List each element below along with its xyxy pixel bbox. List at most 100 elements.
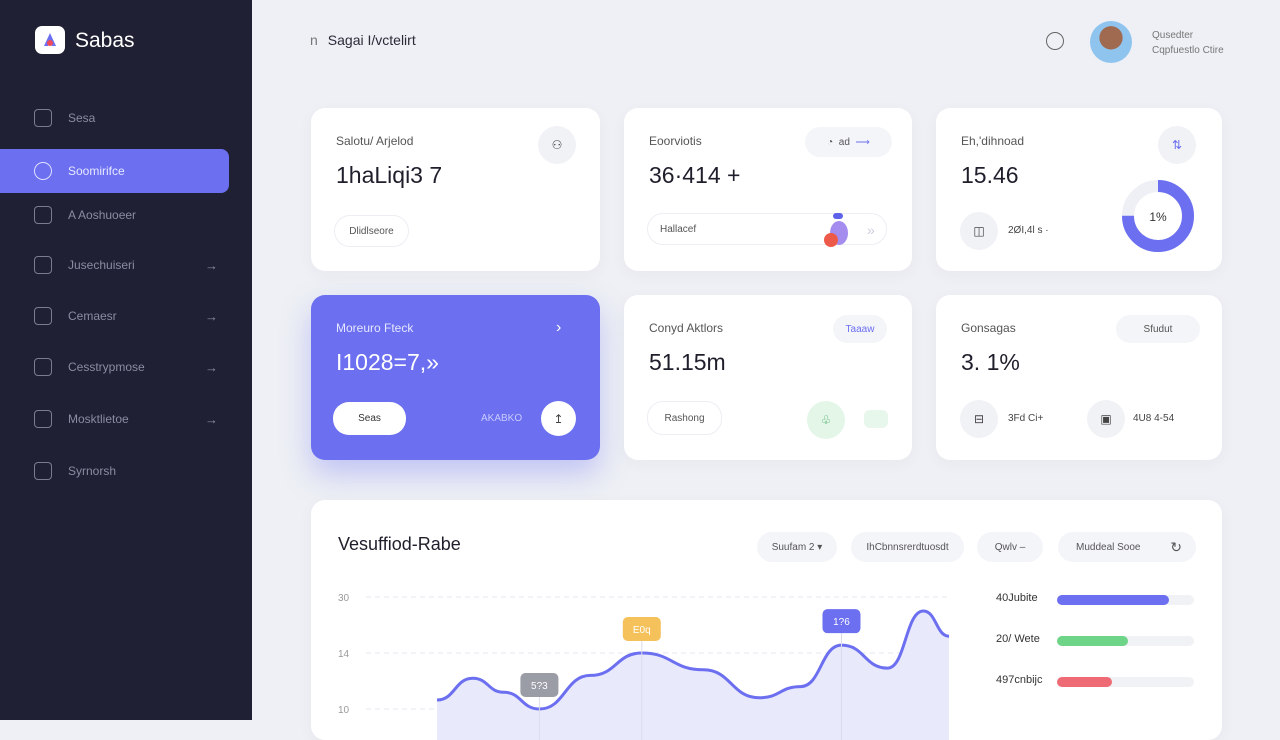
filter-3[interactable]: Qwlv – [977,532,1043,562]
stat-card-3: Eh,'dihnoad 15.46 ⇅ ◫ 2ØI,4l s · 1% [936,108,1222,271]
card-link[interactable]: AKABKO [481,413,523,424]
donut-arc [1122,180,1194,252]
notification-icon[interactable] [1046,32,1064,50]
input-value: Hallacef [660,223,697,235]
settings-icon [34,162,52,180]
arrow-right-icon: → [205,359,218,375]
refresh-icon: ↻ [1170,538,1182,555]
sidebar-item-label: Cesstrypmose [68,360,145,374]
card-title: Moreuro Fteck [336,321,414,335]
breadcrumb: n Sagai I/vctelirt [310,32,416,48]
folder-icon [34,206,52,224]
app-name: Sabas [75,29,135,52]
sidebar-item-7[interactable]: Mosktlietoe → [0,397,229,441]
illustration-icon [824,213,852,249]
chart-panel: Vesuffiod-Rabe Suufam 2 ▾ IhCbnnsrerdtuo… [311,500,1222,740]
card-button[interactable]: Rashong [647,401,722,435]
filter-4-label: Muddeal Sooe [1076,541,1141,553]
y-tick-label: 14 [338,649,350,660]
device-icon: ◫ [960,212,998,250]
user-role: Cqpfuestlo Ctire [1152,45,1224,56]
card-title: Salotu/ Arjelod [336,134,414,148]
stat-card-1: Salotu/ Arjelod 1haLiqi3 7 ⚇ Dlidlseore [311,108,600,271]
sidebar-item-1[interactable]: Sesa [0,96,229,140]
filter-2[interactable]: IhCbnnsrerdtuosdt [851,532,964,562]
card-title: Gonsagas [961,321,1016,335]
period-pill[interactable]: ◔ ad ⟶ [805,127,892,157]
series-area [437,611,949,740]
leaf-icon: ♧ [807,401,845,439]
legend-label: 497cnbijc [996,674,1043,686]
legend-label: 20/ Wete [996,633,1040,645]
legend-bar-fill [1057,636,1129,646]
app-logo[interactable] [35,26,65,54]
card-button[interactable]: Dlidlseore [334,215,409,247]
legend-label: 40Jubite [996,592,1038,604]
user-icon [34,307,52,325]
filter-4[interactable]: Muddeal Sooe ↻ [1058,532,1196,562]
legend-bar-fill [1057,677,1112,687]
arrow-icon: ⟶ [849,136,870,148]
bus-icon: ⊟ [960,400,998,438]
document-icon [34,410,52,428]
sidebar-item-label: Jusechuiseri [68,258,135,272]
upload-icon[interactable]: ↥ [541,401,576,436]
filter-icon[interactable]: ⇅ [1158,126,1196,164]
arrow-right-icon: → [205,308,218,324]
sidebar-item-6[interactable]: Cesstrypmose → [0,345,229,389]
filter-1[interactable]: Suufam 2 ▾ [757,532,837,562]
legend-bar-fill [1057,595,1170,605]
sidebar-item-label: Cemaesr [68,309,117,323]
stat-card-6: Gonsagas 3. 1% Sfudut ⊟ 3Fd Ci+ ▣ 4U8 4-… [936,295,1222,460]
annotation-badge [822,609,861,634]
sidebar-item-label: Mosktlietoe [68,412,129,426]
card-value: 15.46 [961,162,1019,188]
tag-icon [864,410,888,428]
card-button[interactable]: Seas [333,402,406,435]
chevron-right-icon[interactable]: › [556,319,562,336]
series-line [436,609,950,711]
badge-icon[interactable]: ⚇ [538,126,576,164]
card-title: Conyd Aktlors [649,321,724,335]
stat-1: 3Fd Ci+ [1008,413,1044,424]
sidebar-item-label: Syrnorsh [68,464,117,478]
donut-chart: 1% [1122,180,1194,252]
chart-title: Vesuffiod-Rabe [338,534,461,554]
stat-card-2: Eoorviotis 36·414 + ◔ ad ⟶ Hallacef » [624,108,912,271]
user-name: Qusedter [1152,30,1194,41]
card-value: I1028=7,» [336,349,439,375]
card-pill[interactable]: Taaaw [833,315,887,343]
y-tick-label: 10 [338,705,350,716]
user-info[interactable]: Qusedter Cqpfuestlo Ctire [1152,28,1224,58]
stat-card-5: Conyd Aktlors 51.15m Taaaw Rashong ♧ [624,295,912,460]
legend-bar [1057,595,1194,605]
database-icon [34,256,52,274]
card-icon [34,109,52,127]
sidebar-item-2[interactable]: Soomirifce [0,149,229,193]
legend-bar [1057,677,1194,687]
card-title: Eh,'dihnoad [961,134,1025,148]
card-value: 51.15m [649,349,726,375]
chat-icon [34,358,52,376]
y-tick-label: 30 [338,593,350,604]
card-value: 3. 1% [961,349,1020,375]
breadcrumb-prefix: n [310,32,318,48]
sidebar-item-label: A Aoshuoeer [68,208,137,222]
sidebar-item-8[interactable]: Syrnorsh [0,449,229,493]
annotation-badge [520,673,559,697]
forward-icon[interactable]: » [867,222,875,238]
avatar[interactable] [1090,21,1132,63]
annotation-label: 5?3 [531,681,548,692]
stat-2: 4U8 4-54 [1133,413,1175,424]
sidebar: Sabas Sesa Soomirifce A Aoshuoeer Jusechuis… [0,0,252,720]
card-pill[interactable]: Sfudut [1116,315,1200,343]
card-title: Eoorviotis [649,134,702,148]
area-chart: 30 14 10 5?3 E0q 1?6 [338,593,951,740]
sidebar-item-label: Soomirifce [68,164,125,178]
sidebar-item-3[interactable]: A Aoshuoeer [0,193,229,237]
sidebar-item-5[interactable]: Cemaesr → [0,294,229,338]
grid-icon [34,462,52,480]
annotation-badge [622,617,661,641]
card-subvalue: 2ØI,4l s · [1008,225,1049,236]
sidebar-item-4[interactable]: Jusechuiseri → [0,243,229,287]
